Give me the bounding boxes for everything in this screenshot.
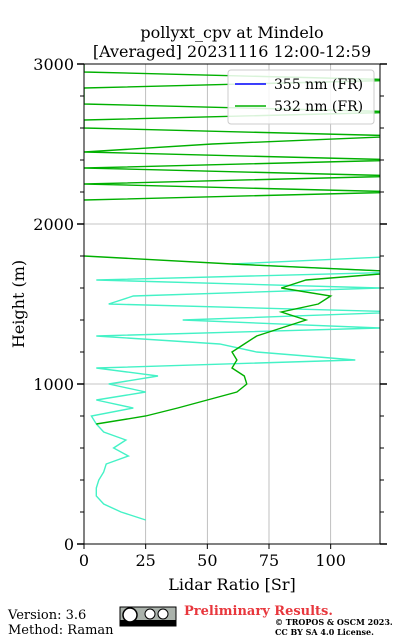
x-axis-label: Lidar Ratio [Sr] (168, 575, 296, 594)
y-tick-label: 0 (64, 535, 74, 554)
x-tick-label: 0 (79, 551, 89, 570)
legend-label: 532 nm (FR) (274, 99, 363, 115)
x-tick-label: 100 (315, 551, 346, 570)
version: Version: 3.6 (7, 608, 86, 623)
method: Method: Raman (8, 623, 114, 638)
x-tick-label: 75 (259, 551, 279, 570)
legend-label: 355 nm (FR) (274, 77, 363, 93)
data-line (90, 256, 380, 521)
y-axis-label: Height (m) (9, 260, 28, 348)
chart-title: pollyxt_cpv at Mindelo (140, 23, 323, 42)
chart-subtitle: [Averaged] 20231116 12:00-12:59 (93, 42, 371, 61)
y-tick-label: 2000 (33, 215, 74, 234)
status: Preliminary Results. (184, 604, 333, 619)
x-tick-label: 25 (135, 551, 155, 570)
cc-badge (119, 606, 177, 627)
data-line (84, 64, 380, 425)
plot-lines (84, 64, 380, 521)
license: © TROPOS & OSCM 2023. CC BY SA 4.0 Licen… (275, 618, 393, 637)
plot-frame (83, 63, 381, 545)
y-tick-label: 1000 (33, 375, 74, 394)
x-tick-label: 50 (197, 551, 217, 570)
legend: 355 nm (FR) 532 nm (FR) (227, 69, 375, 125)
license-box: © TROPOS & OSCM 2023. CC BY SA 4.0 Licen… (275, 618, 393, 637)
y-tick-label: 3000 (33, 55, 74, 74)
